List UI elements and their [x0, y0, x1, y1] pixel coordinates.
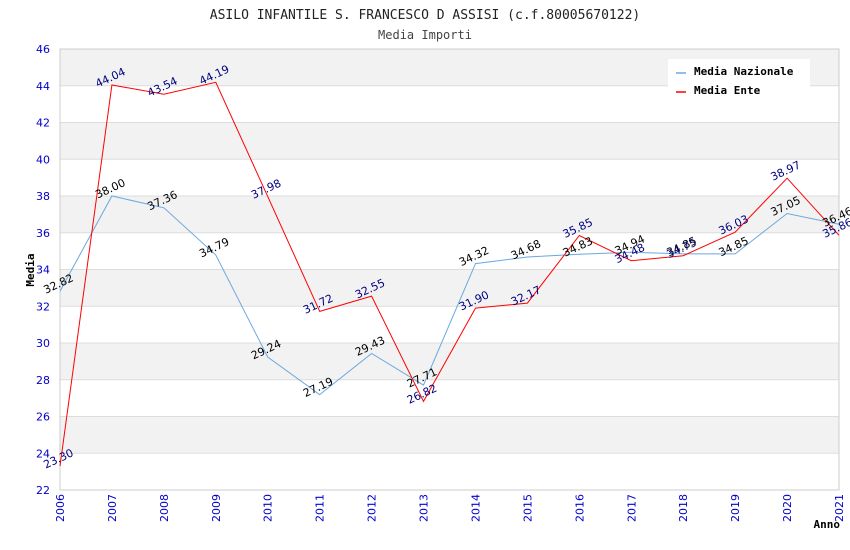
legend: Media Nazionale Media Ente — [668, 59, 810, 101]
grid-band — [60, 379, 839, 417]
y-tick-label: 40 — [36, 153, 50, 166]
x-tick-label: 2018 — [677, 494, 690, 522]
y-axis-ticks: 22 24 26 28 30 32 34 36 38 40 42 44 46 — [36, 43, 50, 497]
y-axis-label: Media — [24, 253, 37, 286]
x-tick-label: 2019 — [729, 494, 742, 522]
y-tick-label: 42 — [36, 117, 50, 130]
y-tick-label: 38 — [36, 190, 50, 203]
y-tick-label: 26 — [36, 411, 50, 424]
x-tick-label: 2013 — [418, 494, 431, 522]
x-axis-ticks: 2006 2007 2008 2009 2010 2011 2012 2013 2014 2015… — [54, 494, 846, 522]
legend-label-media-ente: Media Ente — [694, 84, 761, 97]
x-tick-label: 2008 — [158, 494, 171, 522]
grid-band — [60, 343, 839, 380]
y-tick-label: 36 — [36, 227, 50, 240]
x-tick-label: 2015 — [521, 494, 534, 522]
series-line-media-nazionale — [59, 195, 840, 396]
y-tick-label: 24 — [36, 447, 50, 460]
grid-band — [60, 232, 839, 270]
series-line-media-ente — [59, 81, 840, 467]
y-tick-label: 22 — [36, 484, 50, 497]
y-tick-label: 28 — [36, 374, 50, 387]
grid-band — [60, 122, 839, 160]
y-tick-label: 32 — [36, 300, 50, 313]
y-tick-label: 44 — [36, 80, 50, 93]
chart-subtitle: Media Importi — [378, 28, 472, 42]
x-tick-label: 2020 — [781, 494, 794, 522]
chart-title: ASILO INFANTILE S. FRANCESCO D ASSISI (c… — [210, 8, 640, 23]
legend-label-media-nazionale: Media Nazionale — [694, 65, 794, 78]
plot-frame — [59, 48, 840, 491]
x-tick-label: 2016 — [573, 494, 586, 522]
grid-band — [60, 269, 839, 307]
grid-band — [60, 159, 839, 196]
grid-band — [60, 196, 839, 233]
y-tick-label: 46 — [36, 43, 50, 56]
grid-band — [60, 453, 839, 490]
x-tick-label: 2006 — [54, 494, 67, 522]
x-tick-label: 2011 — [314, 494, 327, 522]
grid-band — [60, 416, 839, 454]
x-tick-label: 2014 — [469, 494, 482, 522]
x-tick-label: 2021 — [833, 494, 846, 522]
x-tick-label: 2017 — [625, 494, 638, 522]
x-tick-label: 2009 — [210, 494, 223, 522]
series-lines — [59, 81, 840, 467]
legend-box — [668, 59, 810, 101]
x-tick-label: 2010 — [262, 494, 275, 522]
x-axis-label: Anno — [814, 518, 841, 531]
x-tick-label: 2007 — [106, 494, 119, 522]
y-tick-label: 34 — [36, 264, 50, 277]
y-tick-label: 30 — [36, 337, 50, 350]
x-tick-label: 2012 — [366, 494, 379, 522]
